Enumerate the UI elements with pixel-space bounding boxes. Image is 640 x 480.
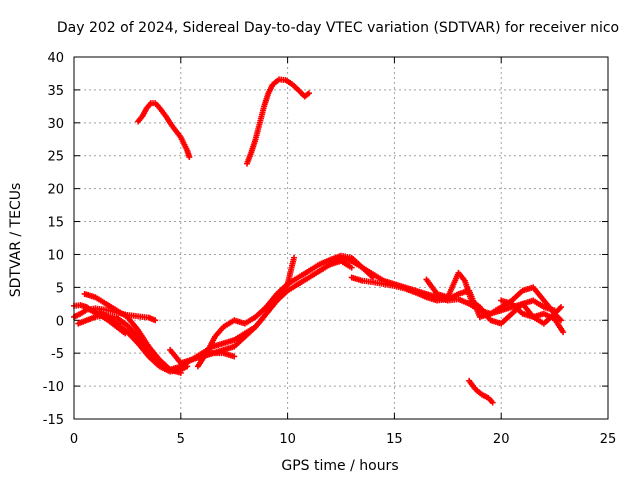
plot-frame <box>73 56 609 420</box>
data-point <box>291 254 298 261</box>
data-point <box>560 329 567 336</box>
x-tick-label: 15 <box>386 432 403 447</box>
data-point <box>489 399 496 406</box>
x-tick-label: 20 <box>493 432 510 447</box>
y-tick-label: 25 <box>47 150 64 165</box>
y-tick-label: -10 <box>43 380 64 395</box>
x-tick-label: 25 <box>600 432 617 447</box>
y-tick-label: 10 <box>47 248 64 263</box>
x-axis-label: GPS time / hours <box>281 458 398 474</box>
y-tick-label: 40 <box>47 51 64 66</box>
series-arc-2 <box>71 305 159 324</box>
data-point <box>348 264 355 271</box>
series-arc-6 <box>135 100 193 161</box>
data-point <box>558 317 565 324</box>
tick-layer: 0 5 10 15 20 25 -15 -10 -5 0 5 10 15 20 25 30 35 40 <box>43 51 617 447</box>
y-tick-label: -15 <box>43 413 64 428</box>
y-tick-label: 35 <box>47 84 64 99</box>
series-arc-13 <box>423 269 565 327</box>
chart-title: Day 202 of 2024, Sidereal Day-to-day VTE… <box>57 20 619 36</box>
series-arc-15 <box>498 297 567 336</box>
data-point <box>152 317 159 324</box>
y-tick-label: -5 <box>51 347 64 362</box>
y-tick-label: 15 <box>47 216 64 231</box>
data-layer <box>71 76 567 406</box>
x-tick-label: 0 <box>70 432 78 447</box>
x-tick-label: 5 <box>177 432 185 447</box>
data-point <box>186 154 193 161</box>
series-arc-7 <box>244 76 312 167</box>
y-axis-label: SDTVAR / TECUs <box>8 183 24 298</box>
data-point <box>305 90 312 97</box>
y-tick-label: 30 <box>47 117 64 132</box>
data-point <box>184 363 191 370</box>
series-arc-14 <box>466 377 496 406</box>
data-point <box>558 304 565 311</box>
x-tick-label: 10 <box>279 432 296 447</box>
y-tick-label: 0 <box>56 314 64 329</box>
grid-layer <box>74 57 608 419</box>
data-point <box>231 353 238 360</box>
y-tick-label: 5 <box>56 281 64 296</box>
y-tick-label: 20 <box>47 183 64 198</box>
series-arc-5 <box>88 307 191 375</box>
